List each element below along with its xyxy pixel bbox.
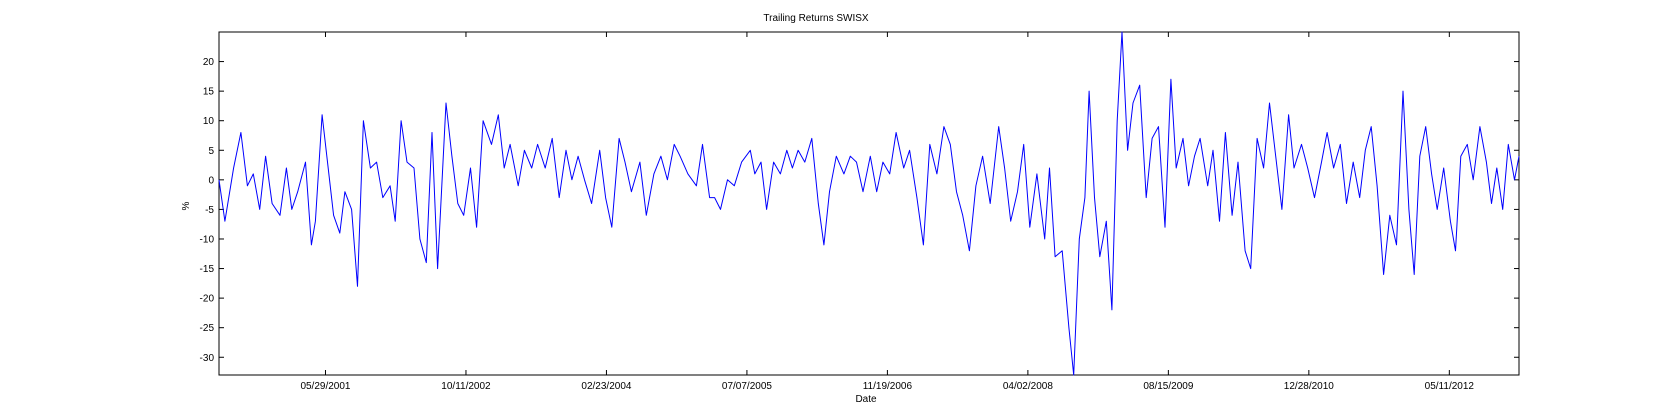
chart-title: Trailing Returns SWISX — [763, 13, 869, 24]
y-tick-label: -25 — [200, 323, 215, 334]
y-tick-label: -15 — [200, 264, 215, 275]
x-tick-label: 07/07/2005 — [722, 381, 772, 392]
y-axis-label: % — [181, 201, 192, 210]
y-tick-label: 20 — [203, 57, 215, 68]
y-tick-label: -10 — [200, 234, 215, 245]
y-tick-label: 10 — [203, 116, 215, 127]
y-tick-label: 0 — [208, 175, 214, 186]
x-tick-label: 11/19/2006 — [863, 381, 913, 392]
y-axis: 20 15 10 5 0 -5 -10 -15 -20 -25 -30 — [200, 57, 1519, 364]
plot-area-frame — [218, 31, 1520, 376]
x-tick-label: 05/11/2012 — [1425, 381, 1475, 392]
y-tick-label: 5 — [208, 146, 214, 157]
series-line — [218, 31, 1520, 376]
x-axis: 05/29/2001 10/11/2002 02/23/2004 07/07/2005… — [300, 32, 1474, 392]
y-tick-label: 15 — [203, 87, 215, 98]
y-tick-label: -5 — [205, 205, 214, 216]
y-tick-label: -30 — [200, 353, 215, 364]
x-tick-label: 02/23/2004 — [581, 381, 631, 392]
x-tick-label: 12/28/2010 — [1284, 381, 1334, 392]
x-tick-label: 10/11/2002 — [441, 381, 491, 392]
x-tick-label: 05/29/2001 — [300, 381, 350, 392]
x-tick-label: 08/15/2009 — [1143, 381, 1193, 392]
x-tick-label: 04/02/2008 — [1003, 381, 1053, 392]
x-axis-label: Date — [855, 394, 877, 405]
y-tick-label: -20 — [200, 294, 215, 305]
